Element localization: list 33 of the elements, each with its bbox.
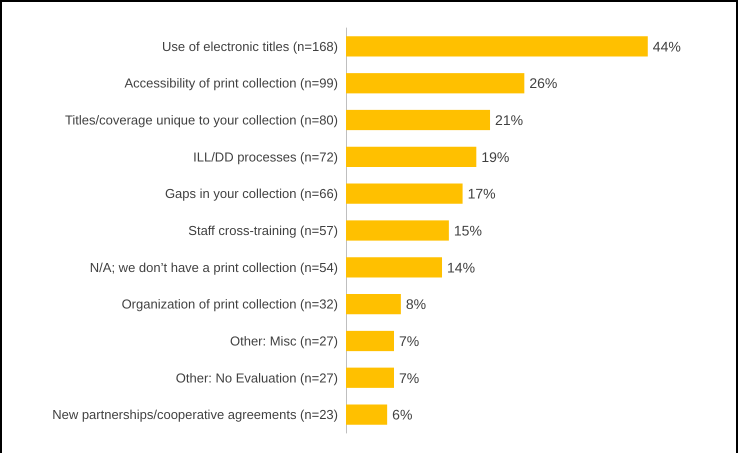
y-tick-label: Gaps in your collection (n=66) — [164, 186, 338, 202]
y-tick-label: Other: No Evaluation (n=27) — [176, 370, 338, 386]
y-tick-label: Other: Misc (n=27) — [230, 333, 338, 348]
y-tick-label: New partnerships/cooperative agreements (n=23) — [52, 407, 338, 422]
data-label: 7% — [399, 370, 420, 386]
data-label: 17% — [468, 186, 496, 202]
bar — [346, 184, 463, 204]
bar — [346, 330, 394, 352]
data-label: 44% — [652, 38, 681, 54]
y-tick-label: Staff cross-training (n=57) — [188, 223, 338, 238]
y-tick-label: Use of electronic titles (n=168) — [162, 38, 338, 54]
bar — [346, 146, 476, 167]
bar — [346, 73, 524, 94]
y-tick-label: Organization of print collection (n=32) — [122, 296, 338, 312]
data-label: 14% — [447, 259, 476, 276]
y-tick-label: N/A; we don’t have a print collection (n=54) — [90, 260, 338, 275]
data-label: 21% — [495, 112, 524, 128]
data-label: 19% — [481, 148, 510, 165]
bar — [346, 294, 401, 314]
y-tick-label: Titles/coverage unique to your collection (n=80) — [64, 112, 338, 128]
bar — [346, 257, 442, 278]
bar — [346, 404, 388, 425]
data-label: 7% — [399, 332, 420, 349]
y-tick-label: ILL/DD processes (n=72) — [193, 149, 338, 164]
bar — [346, 220, 449, 241]
data-label: 26% — [529, 75, 558, 92]
bar — [346, 36, 648, 57]
y-tick-label: Accessibility of print collection (n=99) — [124, 76, 338, 91]
bar — [346, 368, 394, 388]
bar — [346, 110, 490, 130]
data-label: 8% — [406, 296, 426, 312]
data-label: 6% — [392, 406, 412, 423]
data-label: 15% — [454, 222, 482, 238]
